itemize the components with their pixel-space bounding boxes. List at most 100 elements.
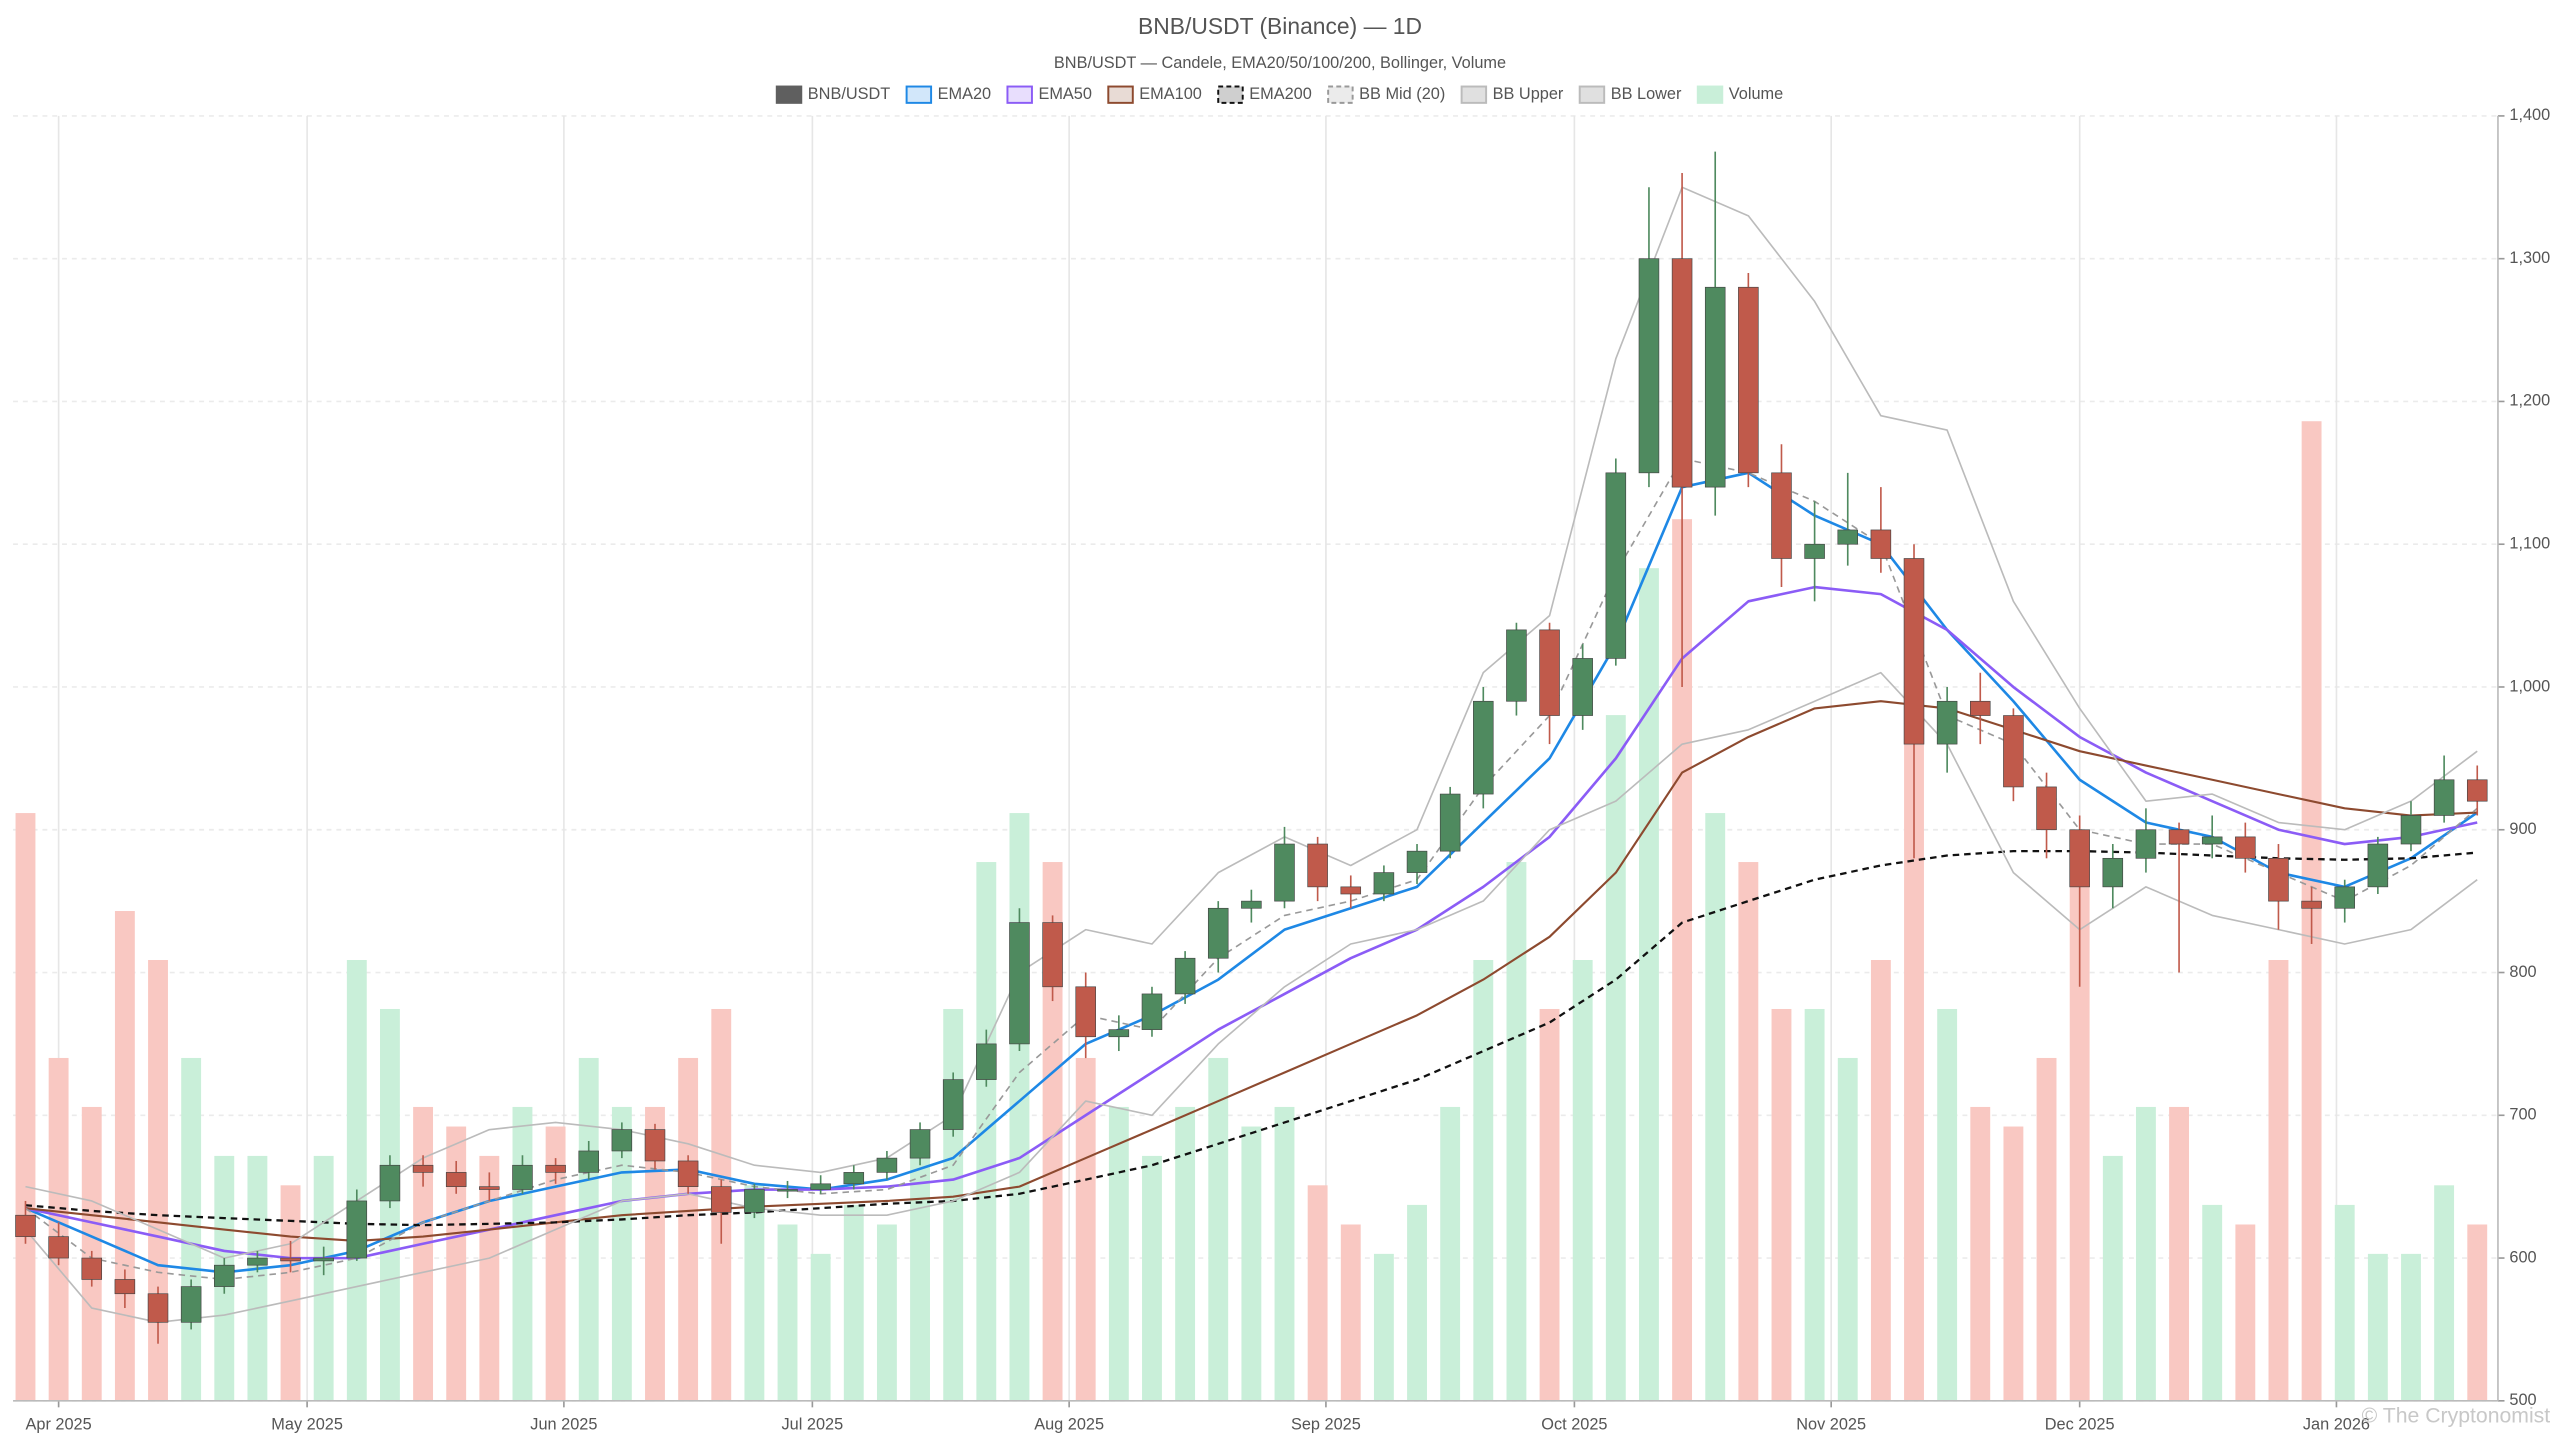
volume-bar	[1837, 1057, 1858, 1401]
volume-bar	[943, 1008, 964, 1401]
volume-bar	[843, 1204, 864, 1401]
volume-bar	[247, 1155, 268, 1401]
volume-bar	[2434, 1185, 2455, 1401]
y-tick-label: 1,000	[2509, 677, 2550, 695]
legend-label: BNB/USDT	[808, 85, 891, 103]
candle-body	[280, 1257, 301, 1262]
candle-body	[1870, 529, 1892, 559]
volume-bar	[678, 1057, 699, 1401]
candle-body	[1141, 993, 1163, 1030]
candle-body	[412, 1164, 434, 1173]
candle-body	[777, 1189, 798, 1192]
candle-body	[2235, 836, 2256, 859]
candle-body	[1406, 850, 1428, 873]
legend-swatch	[775, 85, 803, 104]
volume-bar	[1539, 1008, 1560, 1401]
candle-body	[81, 1257, 103, 1280]
candle-body	[180, 1286, 202, 1323]
volume-layer	[15, 421, 2488, 1401]
candle-body	[147, 1293, 169, 1323]
volume-bar	[313, 1155, 334, 1401]
volume-bar	[2401, 1253, 2421, 1401]
candle-body	[810, 1183, 831, 1190]
volume-bar	[1672, 519, 1693, 1401]
candle-body	[313, 1257, 334, 1262]
candle-body	[1506, 629, 1527, 702]
candle-body	[744, 1189, 765, 1213]
candle-body	[48, 1236, 69, 1259]
candle-body	[1671, 258, 1693, 488]
candle-body	[2003, 715, 2024, 788]
volume-bar	[1274, 1106, 1295, 1401]
y-tick-label: 600	[2509, 1248, 2536, 1266]
candle-body	[1970, 700, 1991, 716]
volume-bar	[1373, 1253, 1394, 1401]
candle-body	[677, 1160, 699, 1187]
volume-bar	[446, 1126, 467, 1401]
candle-body	[247, 1257, 268, 1266]
volume-bar	[1572, 960, 1593, 1401]
volume-bar	[2334, 1204, 2355, 1401]
candle-body	[843, 1172, 865, 1185]
overlay-line	[24, 671, 2478, 1324]
volume-bar	[1208, 1057, 1229, 1401]
volume-bar	[1241, 1126, 1262, 1401]
volume-bar	[1175, 1106, 1196, 1401]
legend-swatch	[1107, 85, 1134, 104]
volume-bar	[1307, 1185, 1328, 1401]
volume-bar	[1970, 1106, 1991, 1401]
volume-bar	[578, 1057, 599, 1401]
y-tick-label: 900	[2509, 820, 2536, 838]
candle-body	[2466, 779, 2488, 802]
volume-bar	[2202, 1204, 2223, 1401]
candle-body	[710, 1186, 732, 1213]
volume-bar	[1108, 1106, 1129, 1401]
legend-swatch	[1696, 85, 1724, 104]
volume-bar	[148, 960, 168, 1401]
candle-body	[1174, 957, 1196, 995]
candle-body	[346, 1200, 368, 1259]
legend: BNB/USDT EMA20 EMA50 EMA100 EMA200 BB Mid (20…	[775, 85, 1783, 104]
volume-bar	[2268, 960, 2289, 1401]
volume-bar	[15, 813, 36, 1401]
x-tick-label: Jul 2025	[782, 1416, 844, 1434]
candle-body	[876, 1157, 898, 1173]
candle-body	[644, 1129, 666, 1162]
candle-body	[445, 1172, 467, 1187]
candle-body	[2400, 815, 2422, 845]
x-tick-label: Dec 2025	[2045, 1416, 2115, 1434]
candle-body	[1207, 907, 1229, 959]
candle-body	[1771, 472, 1792, 559]
volume-bar	[744, 1185, 765, 1401]
candle-body	[114, 1279, 136, 1295]
volume-bar	[2003, 1126, 2024, 1401]
candle-body	[2201, 836, 2223, 845]
candle-body	[2334, 886, 2355, 909]
volume-bar	[1904, 666, 1924, 1401]
candle-body	[1837, 529, 1859, 545]
candle-body	[909, 1129, 931, 1159]
chart-title: BNB/USDT (Binance) — 1D	[1138, 13, 1422, 39]
volume-bar	[611, 1106, 632, 1401]
volume-bar	[2467, 1224, 2488, 1401]
candle-body	[2433, 779, 2455, 816]
watermark: © The Cryptonomist	[2362, 1405, 2551, 1428]
candle-body	[1473, 700, 1494, 795]
volume-bar	[181, 1057, 202, 1401]
x-tick-label: Jun 2025	[530, 1416, 597, 1434]
volume-bar	[1506, 862, 1527, 1401]
y-tick-label: 800	[2509, 963, 2536, 981]
chart-subtitle: BNB/USDT — Candele, EMA20/50/100/200, Bo…	[1054, 54, 1506, 72]
legend-label: EMA20	[938, 85, 992, 103]
volume-bar	[777, 1224, 798, 1401]
candle-body	[1373, 872, 1395, 895]
candle-body	[1704, 286, 1726, 488]
candle-body	[15, 1214, 36, 1237]
x-tick-label: May 2025	[271, 1416, 343, 1434]
volume-bar	[976, 862, 997, 1401]
volume-bar	[2135, 1106, 2156, 1401]
overlay-layer	[24, 186, 2478, 1324]
y-tick-label: 1,300	[2509, 249, 2550, 267]
y-tick-label: 1,100	[2509, 535, 2550, 553]
